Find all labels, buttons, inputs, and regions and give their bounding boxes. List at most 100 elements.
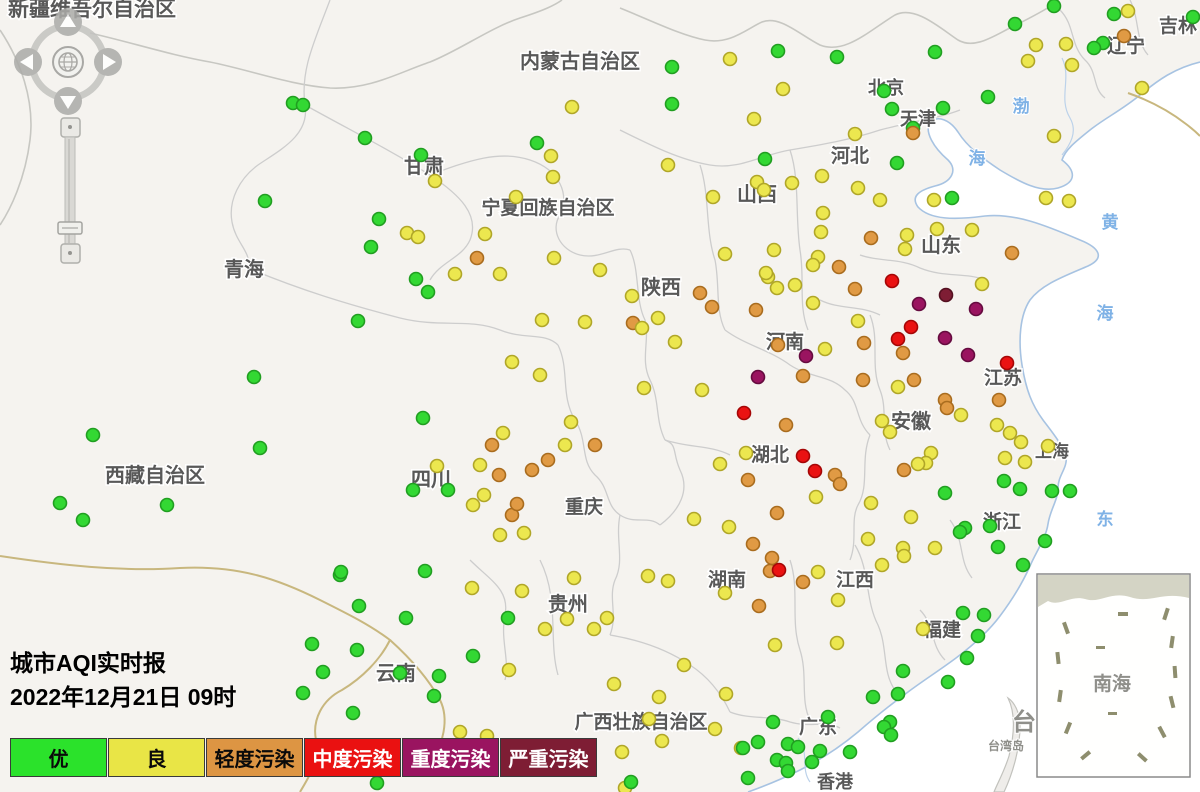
aqi-city-dot-y[interactable] [654,733,670,749]
aqi-city-dot-o[interactable] [764,550,780,566]
aqi-city-dot-g[interactable] [500,610,516,626]
aqi-city-dot-g[interactable] [804,754,820,770]
aqi-city-dot-g[interactable] [884,101,900,117]
aqi-city-dot-g[interactable] [876,83,892,99]
aqi-city-dot-y[interactable] [929,221,945,237]
aqi-city-dot-g[interactable] [315,664,331,680]
aqi-city-dot-o[interactable] [906,372,922,388]
aqi-city-dot-y[interactable] [660,573,676,589]
aqi-city-dot-g[interactable] [812,743,828,759]
aqi-city-dot-y[interactable] [850,180,866,196]
aqi-city-dot-y[interactable] [537,621,553,637]
aqi-city-dot-y[interactable] [997,450,1013,466]
aqi-city-dot-y[interactable] [874,413,890,429]
aqi-city-dot-o[interactable] [856,335,872,351]
aqi-city-dot-g[interactable] [246,369,262,385]
aqi-city-dot-y[interactable] [766,242,782,258]
aqi-city-dot-o[interactable] [832,476,848,492]
aqi-city-dot-y[interactable] [1134,80,1150,96]
aqi-city-dot-y[interactable] [634,320,650,336]
aqi-city-dot-y[interactable] [718,686,734,702]
aqi-city-dot-g[interactable] [420,284,436,300]
aqi-city-dot-g[interactable] [927,44,943,60]
aqi-city-dot-o[interactable] [1004,245,1020,261]
aqi-city-dot-y[interactable] [1020,53,1036,69]
aqi-city-dot-y[interactable] [543,148,559,164]
aqi-city-dot-y[interactable] [534,312,550,328]
aqi-city-dot-g[interactable] [1062,483,1078,499]
aqi-city-dot-g[interactable] [345,705,361,721]
aqi-city-dot-y[interactable] [516,525,532,541]
aqi-city-dot-o[interactable] [769,505,785,521]
aqi-city-dot-g[interactable] [52,495,68,511]
aqi-city-dot-y[interactable] [1017,454,1033,470]
aqi-city-dot-y[interactable] [429,458,445,474]
aqi-city-dot-g[interactable] [1015,557,1031,573]
aqi-city-dot-y[interactable] [676,657,692,673]
aqi-city-dot-y[interactable] [830,592,846,608]
aqi-city-dot-y[interactable] [775,81,791,97]
aqi-city-dot-g[interactable] [426,688,442,704]
aqi-city-dot-g[interactable] [440,482,456,498]
aqi-city-dot-g[interactable] [417,563,433,579]
aqi-city-dot-y[interactable] [636,380,652,396]
aqi-city-dot-o[interactable] [524,462,540,478]
aqi-city-dot-y[interactable] [890,379,906,395]
aqi-city-dot-o[interactable] [905,125,921,141]
aqi-city-dot-y[interactable] [746,111,762,127]
aqi-city-dot-y[interactable] [829,635,845,651]
aqi-city-dot-y[interactable] [660,157,676,173]
aqi-city-dot-y[interactable] [477,226,493,242]
aqi-city-dot-y[interactable] [899,227,915,243]
aqi-city-dot-g[interactable] [889,155,905,171]
aqi-city-dot-o[interactable] [831,259,847,275]
aqi-city-dot-g[interactable] [883,727,899,743]
aqi-city-dot-r[interactable] [807,463,823,479]
aqi-city-dot-y[interactable] [850,313,866,329]
aqi-city-dot-y[interactable] [606,676,622,692]
aqi-city-dot-g[interactable] [369,775,385,791]
aqi-city-dot-g[interactable] [1106,6,1122,22]
aqi-city-dot-g[interactable] [1007,16,1023,32]
aqi-city-dot-g[interactable] [820,709,836,725]
aqi-city-dot-y[interactable] [640,568,656,584]
pan-up-button[interactable] [54,8,82,36]
aqi-city-dot-g[interactable] [295,685,311,701]
aqi-city-dot-y[interactable] [624,288,640,304]
aqi-city-dot-y[interactable] [1040,438,1056,454]
aqi-city-dot-g[interactable] [1185,9,1200,25]
aqi-city-dot-y[interactable] [410,229,426,245]
aqi-city-dot-y[interactable] [815,205,831,221]
aqi-city-dot-o[interactable] [540,452,556,468]
aqi-city-dot-r[interactable] [999,355,1015,371]
aqi-city-dot-y[interactable] [492,527,508,543]
aqi-city-dot-g[interactable] [750,734,766,750]
aqi-city-dot-g[interactable] [349,642,365,658]
pan-left-button[interactable] [14,48,42,76]
aqi-city-dot-g[interactable] [295,97,311,113]
aqi-city-dot-y[interactable] [784,175,800,191]
aqi-city-dot-g[interactable] [413,147,429,163]
aqi-city-dot-y[interactable] [465,497,481,513]
aqi-city-dot-y[interactable] [495,425,511,441]
aqi-city-dot-y[interactable] [805,295,821,311]
aqi-city-dot-g[interactable] [980,89,996,105]
aqi-city-dot-o[interactable] [939,400,955,416]
aqi-city-dot-y[interactable] [860,531,876,547]
aqi-city-dot-o[interactable] [740,472,756,488]
aqi-city-dot-y[interactable] [808,489,824,505]
aqi-city-dot-g[interactable] [865,689,881,705]
aqi-city-dot-y[interactable] [769,280,785,296]
aqi-city-dot-g[interactable] [252,440,268,456]
aqi-city-dot-y[interactable] [545,169,561,185]
aqi-city-dot-y[interactable] [872,192,888,208]
aqi-city-dot-y[interactable] [694,382,710,398]
aqi-city-dot-p[interactable] [798,348,814,364]
aqi-city-dot-y[interactable] [863,495,879,511]
aqi-city-dot-g[interactable] [304,636,320,652]
aqi-city-dot-y[interactable] [817,341,833,357]
aqi-city-dot-g[interactable] [890,686,906,702]
aqi-city-dot-o[interactable] [778,417,794,433]
aqi-city-dot-g[interactable] [431,668,447,684]
aqi-city-dot-y[interactable] [717,246,733,262]
